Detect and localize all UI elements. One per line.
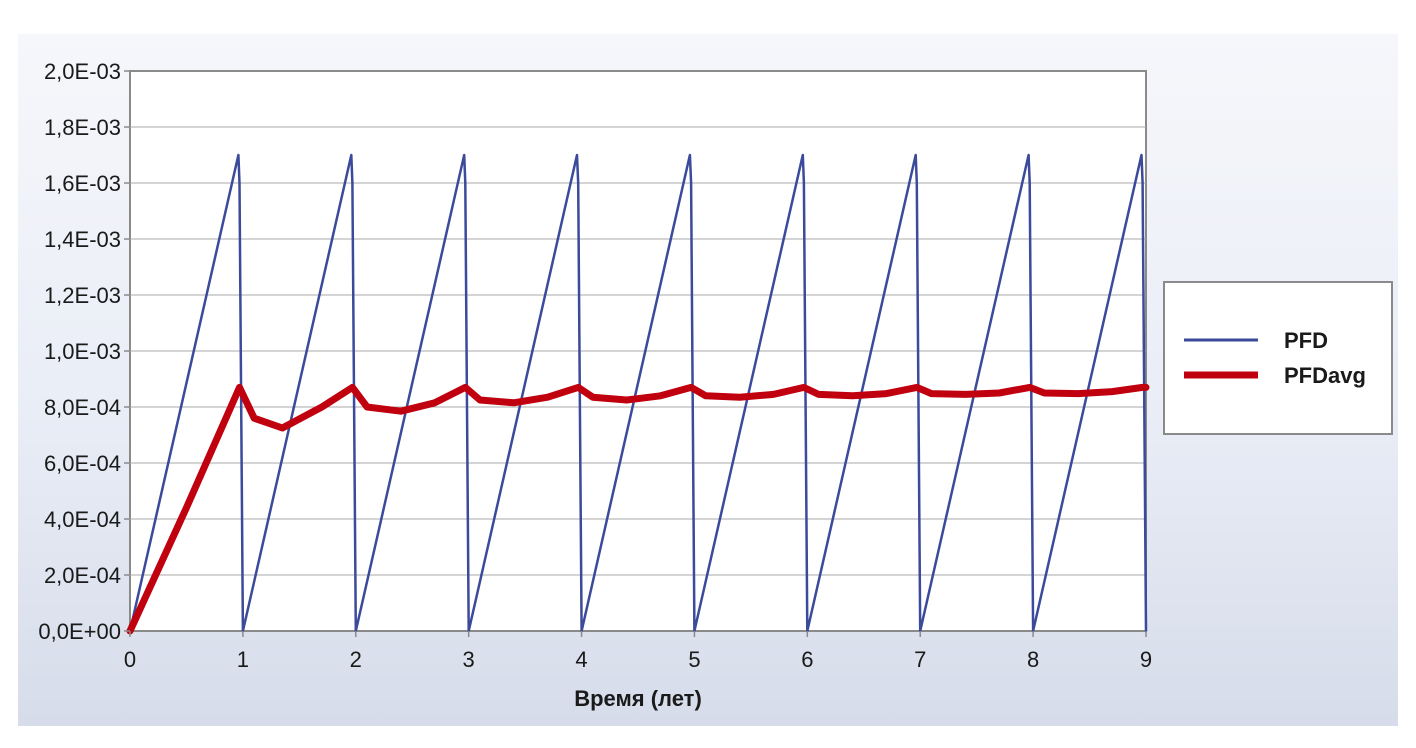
y-tick-label-9: 1,8E-03: [44, 115, 121, 140]
x-tick-label-3: 3: [463, 647, 475, 672]
series-layer: [126, 153, 1150, 635]
x-axis-title: Время (лет): [574, 686, 702, 711]
y-tick-label-3: 6,0E-04: [44, 451, 121, 476]
y-tick-label-10: 2,0E-03: [44, 59, 121, 84]
y-tick-label-7: 1,4E-03: [44, 227, 121, 252]
y-tick-label-2: 4,0E-04: [44, 507, 121, 532]
legend-label-pfdavg: PFDavg: [1284, 363, 1366, 388]
chart-figure: 0,0E+00 2,0E-04 4,0E-04 6,0E-04 8,0E-04 1,0E-…: [18, 34, 1398, 726]
x-tick-label-5: 5: [688, 647, 700, 672]
pfd-chart: 0,0E+00 2,0E-04 4,0E-04 6,0E-04 8,0E-04 1,0E-…: [38, 59, 1393, 711]
y-tick-label-8: 1,6E-03: [44, 171, 121, 196]
x-tick-label-2: 2: [350, 647, 362, 672]
y-tick-label-5: 1,0E-03: [44, 339, 121, 364]
y-axis-ticks: 0,0E+00 2,0E-04 4,0E-04 6,0E-04 8,0E-04 1,0E-…: [38, 59, 130, 644]
x-tick-label-4: 4: [575, 647, 587, 672]
grid-lines: [130, 126, 1146, 576]
x-tick-label-9: 9: [1140, 647, 1152, 672]
legend-label-pfd: PFD: [1284, 328, 1328, 353]
y-tick-label-0: 0,0E+00: [38, 619, 121, 644]
x-tick-label-7: 7: [914, 647, 926, 672]
series-line-pfdavg: [126, 383, 1150, 635]
x-axis-ticks: 0 1 2 3 4 5 6 7 8 9: [124, 631, 1152, 672]
y-tick-label-6: 1,2E-03: [44, 283, 121, 308]
x-tick-label-6: 6: [801, 647, 813, 672]
x-tick-label-8: 8: [1027, 647, 1039, 672]
legend-box: [1163, 281, 1393, 435]
y-tick-label-4: 8,0E-04: [44, 395, 121, 420]
legend: PFD PFDavg: [1163, 281, 1393, 435]
y-tick-label-1: 2,0E-04: [44, 563, 121, 588]
x-tick-label-1: 1: [237, 647, 249, 672]
series-line-pfd: [128, 153, 1148, 633]
x-tick-label-0: 0: [124, 647, 136, 672]
